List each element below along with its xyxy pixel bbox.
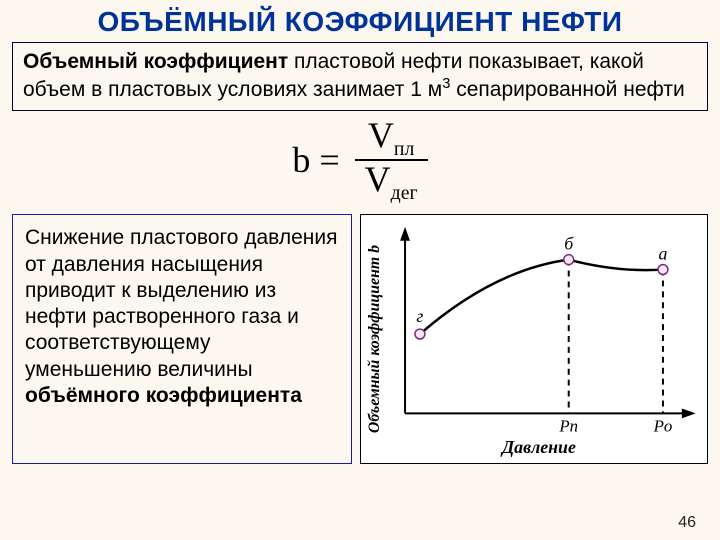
formula-block: b = Vпл Vдег (0, 117, 720, 205)
chart-xtick-pn: Pп (558, 417, 578, 436)
definition-box: Объемный коэффициент пластовой нефти пок… (12, 42, 708, 111)
chart-y-label: Объемный коэффициент b (366, 245, 383, 433)
chart-svg: Объемный коэффициент b г б а Pп Pо Дав (361, 215, 707, 463)
chart-y-arrow (400, 227, 410, 241)
explanation-box: Снижение пластового давления от давления… (12, 214, 352, 464)
explanation-text: Снижение пластового давления от давления… (25, 226, 337, 380)
chart-label-b: б (564, 234, 574, 254)
formula-num-v: V (368, 115, 394, 155)
chart-label-g: г (416, 307, 423, 327)
definition-lead: Объемный коэффициент (23, 50, 288, 73)
chart-x-arrow (682, 409, 696, 419)
chart-area: Объемный коэффициент b г б а Pп Pо Дав (360, 214, 708, 464)
chart-label-a: а (658, 244, 667, 264)
chart-point-b (564, 255, 574, 265)
formula-den-sub: дег (391, 183, 418, 205)
explanation-bold: объёмного коэффициента (25, 384, 302, 407)
chart-curve-gb (420, 260, 569, 334)
formula-lhs: b = (292, 139, 339, 181)
chart-point-g (415, 330, 425, 340)
formula-num-sub: пл (394, 138, 414, 160)
page-number: 46 (678, 514, 696, 532)
chart-point-a (658, 265, 668, 275)
chart-xtick-po: Pо (653, 417, 673, 436)
definition-text-2: сепарированной нефти (450, 78, 684, 101)
chart-x-label: Давление (500, 438, 576, 458)
formula-fraction: Vпл Vдег (355, 117, 428, 205)
formula-den-v: V (365, 159, 391, 199)
chart-curve-ba (569, 260, 663, 270)
slide-title: ОБЪЁМНЫЙ КОЭФФИЦИЕНТ НЕФТИ (0, 0, 720, 42)
